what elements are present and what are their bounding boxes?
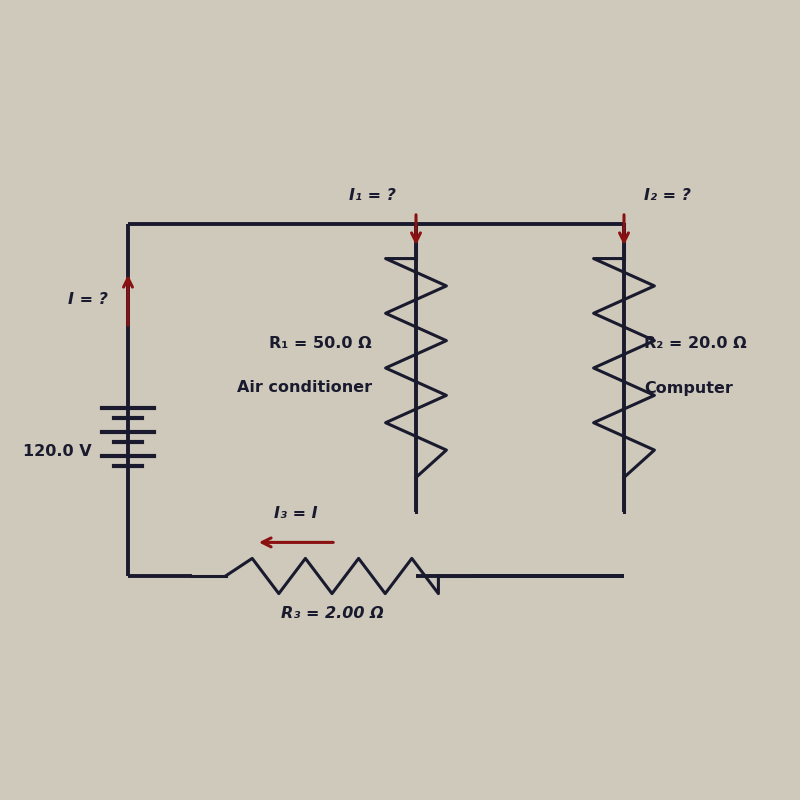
Text: 120.0 V: 120.0 V (23, 445, 92, 459)
Text: I = ?: I = ? (68, 293, 108, 307)
Text: R₃ = 2.00 Ω: R₃ = 2.00 Ω (281, 606, 383, 622)
Text: I₃ = I: I₃ = I (274, 506, 318, 521)
Text: Computer: Computer (644, 381, 733, 395)
Text: R₁ = 50.0 Ω: R₁ = 50.0 Ω (270, 337, 372, 351)
Text: I₂ = ?: I₂ = ? (644, 189, 691, 203)
Text: R₂ = 20.0 Ω: R₂ = 20.0 Ω (644, 337, 746, 351)
Text: I₁ = ?: I₁ = ? (349, 189, 396, 203)
Text: Air conditioner: Air conditioner (237, 381, 372, 395)
